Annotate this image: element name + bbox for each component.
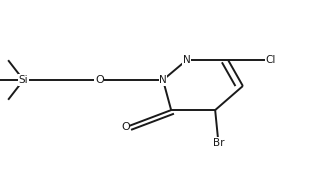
Text: O: O xyxy=(121,122,130,132)
Text: Si: Si xyxy=(19,75,28,85)
Text: Cl: Cl xyxy=(265,55,276,65)
Text: O: O xyxy=(95,75,104,85)
Text: Br: Br xyxy=(213,138,224,148)
Text: N: N xyxy=(159,75,167,85)
Text: N: N xyxy=(183,55,190,65)
